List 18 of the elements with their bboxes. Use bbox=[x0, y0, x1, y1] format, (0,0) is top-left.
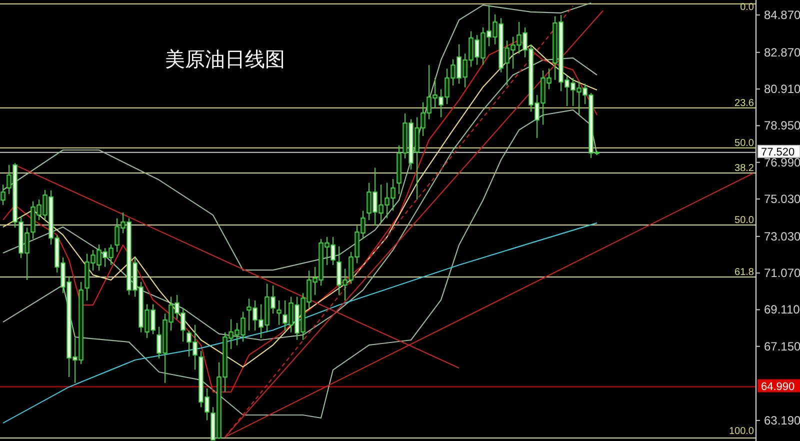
y-tick-label: 63.190 bbox=[764, 413, 800, 428]
annotation: 100.0 bbox=[728, 426, 754, 438]
y-tick-label: 80.910 bbox=[764, 82, 800, 96]
text: 美原油日线图 bbox=[165, 48, 285, 71]
y-tick-label: 75.030 bbox=[764, 192, 800, 206]
y-tick-label: 73.030 bbox=[764, 229, 800, 244]
y-tick-label: 82.870 bbox=[764, 45, 800, 60]
ref-line-label: 64.990 bbox=[761, 380, 795, 393]
annotation: 23.6 bbox=[734, 98, 754, 109]
y-tick-label: 71.070 bbox=[764, 266, 800, 280]
annotation: 50.0 bbox=[734, 138, 754, 149]
y-tick-label: 69.110 bbox=[764, 302, 800, 317]
y-tick-label: 84.870 bbox=[764, 8, 800, 22]
annotation: 38.2 bbox=[734, 162, 754, 174]
y-tick-label: 78.950 bbox=[764, 118, 800, 133]
annotation: 61.8 bbox=[734, 266, 754, 278]
annotation: 50.0 bbox=[734, 214, 754, 226]
y-tick-label: 67.150 bbox=[764, 339, 800, 354]
